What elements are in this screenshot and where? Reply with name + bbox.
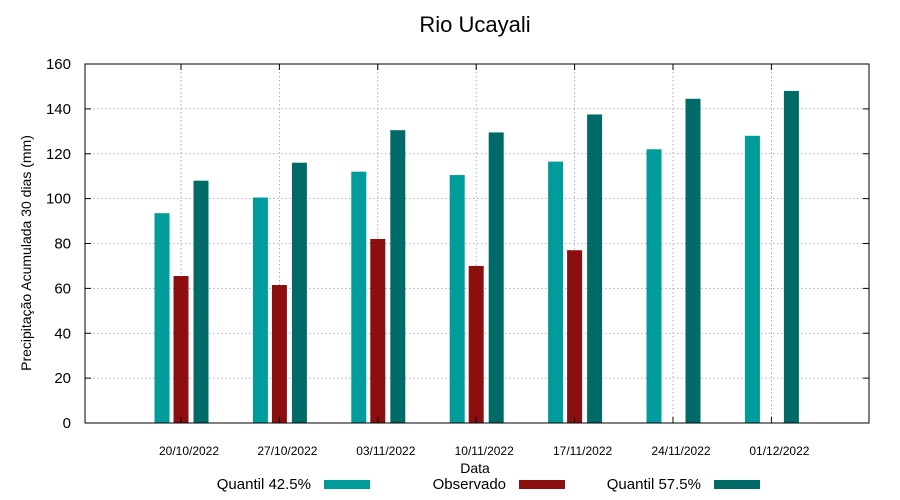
bar-quantil-57 [193, 180, 209, 423]
bar-quantil-42 [646, 149, 662, 423]
y-tick-label: 140 [46, 101, 71, 118]
x-tick-label: 24/11/2022 [651, 444, 710, 458]
y-tick-label: 100 [46, 191, 71, 208]
legend-label: Quantil 57.5% [607, 476, 701, 493]
legend-swatch [714, 480, 760, 489]
x-axis-label: Data [460, 460, 490, 476]
legend: Quantil 42.5% Observado Quantil 57.5% [217, 476, 760, 493]
bar-observado [567, 250, 583, 423]
legend-label: Observado [433, 476, 506, 493]
bar-quantil-57 [390, 130, 406, 424]
x-tick-label: 01/12/2022 [749, 444, 809, 458]
y-tick-label: 20 [54, 370, 71, 387]
bar-quantil-42 [154, 213, 170, 423]
plot-frame [84, 63, 870, 424]
bar-quantil-57 [685, 98, 701, 423]
bar-quantil-42 [449, 175, 465, 423]
y-tick-label: 120 [46, 146, 71, 163]
legend-swatch [324, 480, 370, 489]
bar-quantil-57 [291, 162, 307, 423]
y-tick-label: 160 [46, 56, 71, 73]
bar-quantil-42 [252, 197, 268, 423]
x-tick-label: 27/10/2022 [257, 444, 317, 458]
bar-quantil-57 [783, 90, 799, 424]
y-tick-label: 40 [54, 325, 71, 342]
bars-layer [154, 90, 799, 424]
legend-swatch [519, 480, 565, 489]
bar-observado [370, 239, 386, 423]
x-tick-label: 17/11/2022 [553, 444, 612, 458]
axes-layer: 0 20 40 60 80 100 120 140 160 20/10/2022 27/10/202… [46, 56, 870, 458]
bar-quantil-42 [744, 135, 760, 424]
x-tick-label: 10/11/2022 [455, 444, 514, 458]
bar-quantil-42 [351, 171, 367, 423]
bar-quantil-57 [488, 132, 504, 423]
y-axis-label: Precipitação Acumulada 30 dias (mm) [18, 135, 34, 371]
y-tick-label: 80 [54, 236, 71, 253]
y-tick-label: 0 [63, 415, 71, 432]
legend-label: Quantil 42.5% [217, 476, 311, 493]
bar-quantil-57 [587, 114, 603, 423]
y-tick-label: 60 [54, 280, 71, 297]
bar-observado [173, 276, 189, 423]
chart-title: Rio Ucayali [419, 12, 530, 37]
bar-observado [468, 265, 484, 423]
x-tick-label: 03/11/2022 [356, 444, 415, 458]
bar-observado [271, 285, 287, 423]
bar-quantil-42 [548, 161, 564, 423]
x-tick-label: 20/10/2022 [159, 444, 219, 458]
